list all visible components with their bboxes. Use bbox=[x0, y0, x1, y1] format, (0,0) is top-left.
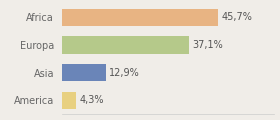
Bar bbox=[62, 36, 189, 54]
Text: 12,9%: 12,9% bbox=[109, 68, 140, 78]
Bar bbox=[62, 92, 76, 109]
Text: 45,7%: 45,7% bbox=[222, 12, 253, 22]
Text: 4,3%: 4,3% bbox=[80, 95, 104, 105]
Text: 37,1%: 37,1% bbox=[192, 40, 223, 50]
Bar bbox=[62, 9, 218, 26]
Bar bbox=[62, 64, 106, 81]
